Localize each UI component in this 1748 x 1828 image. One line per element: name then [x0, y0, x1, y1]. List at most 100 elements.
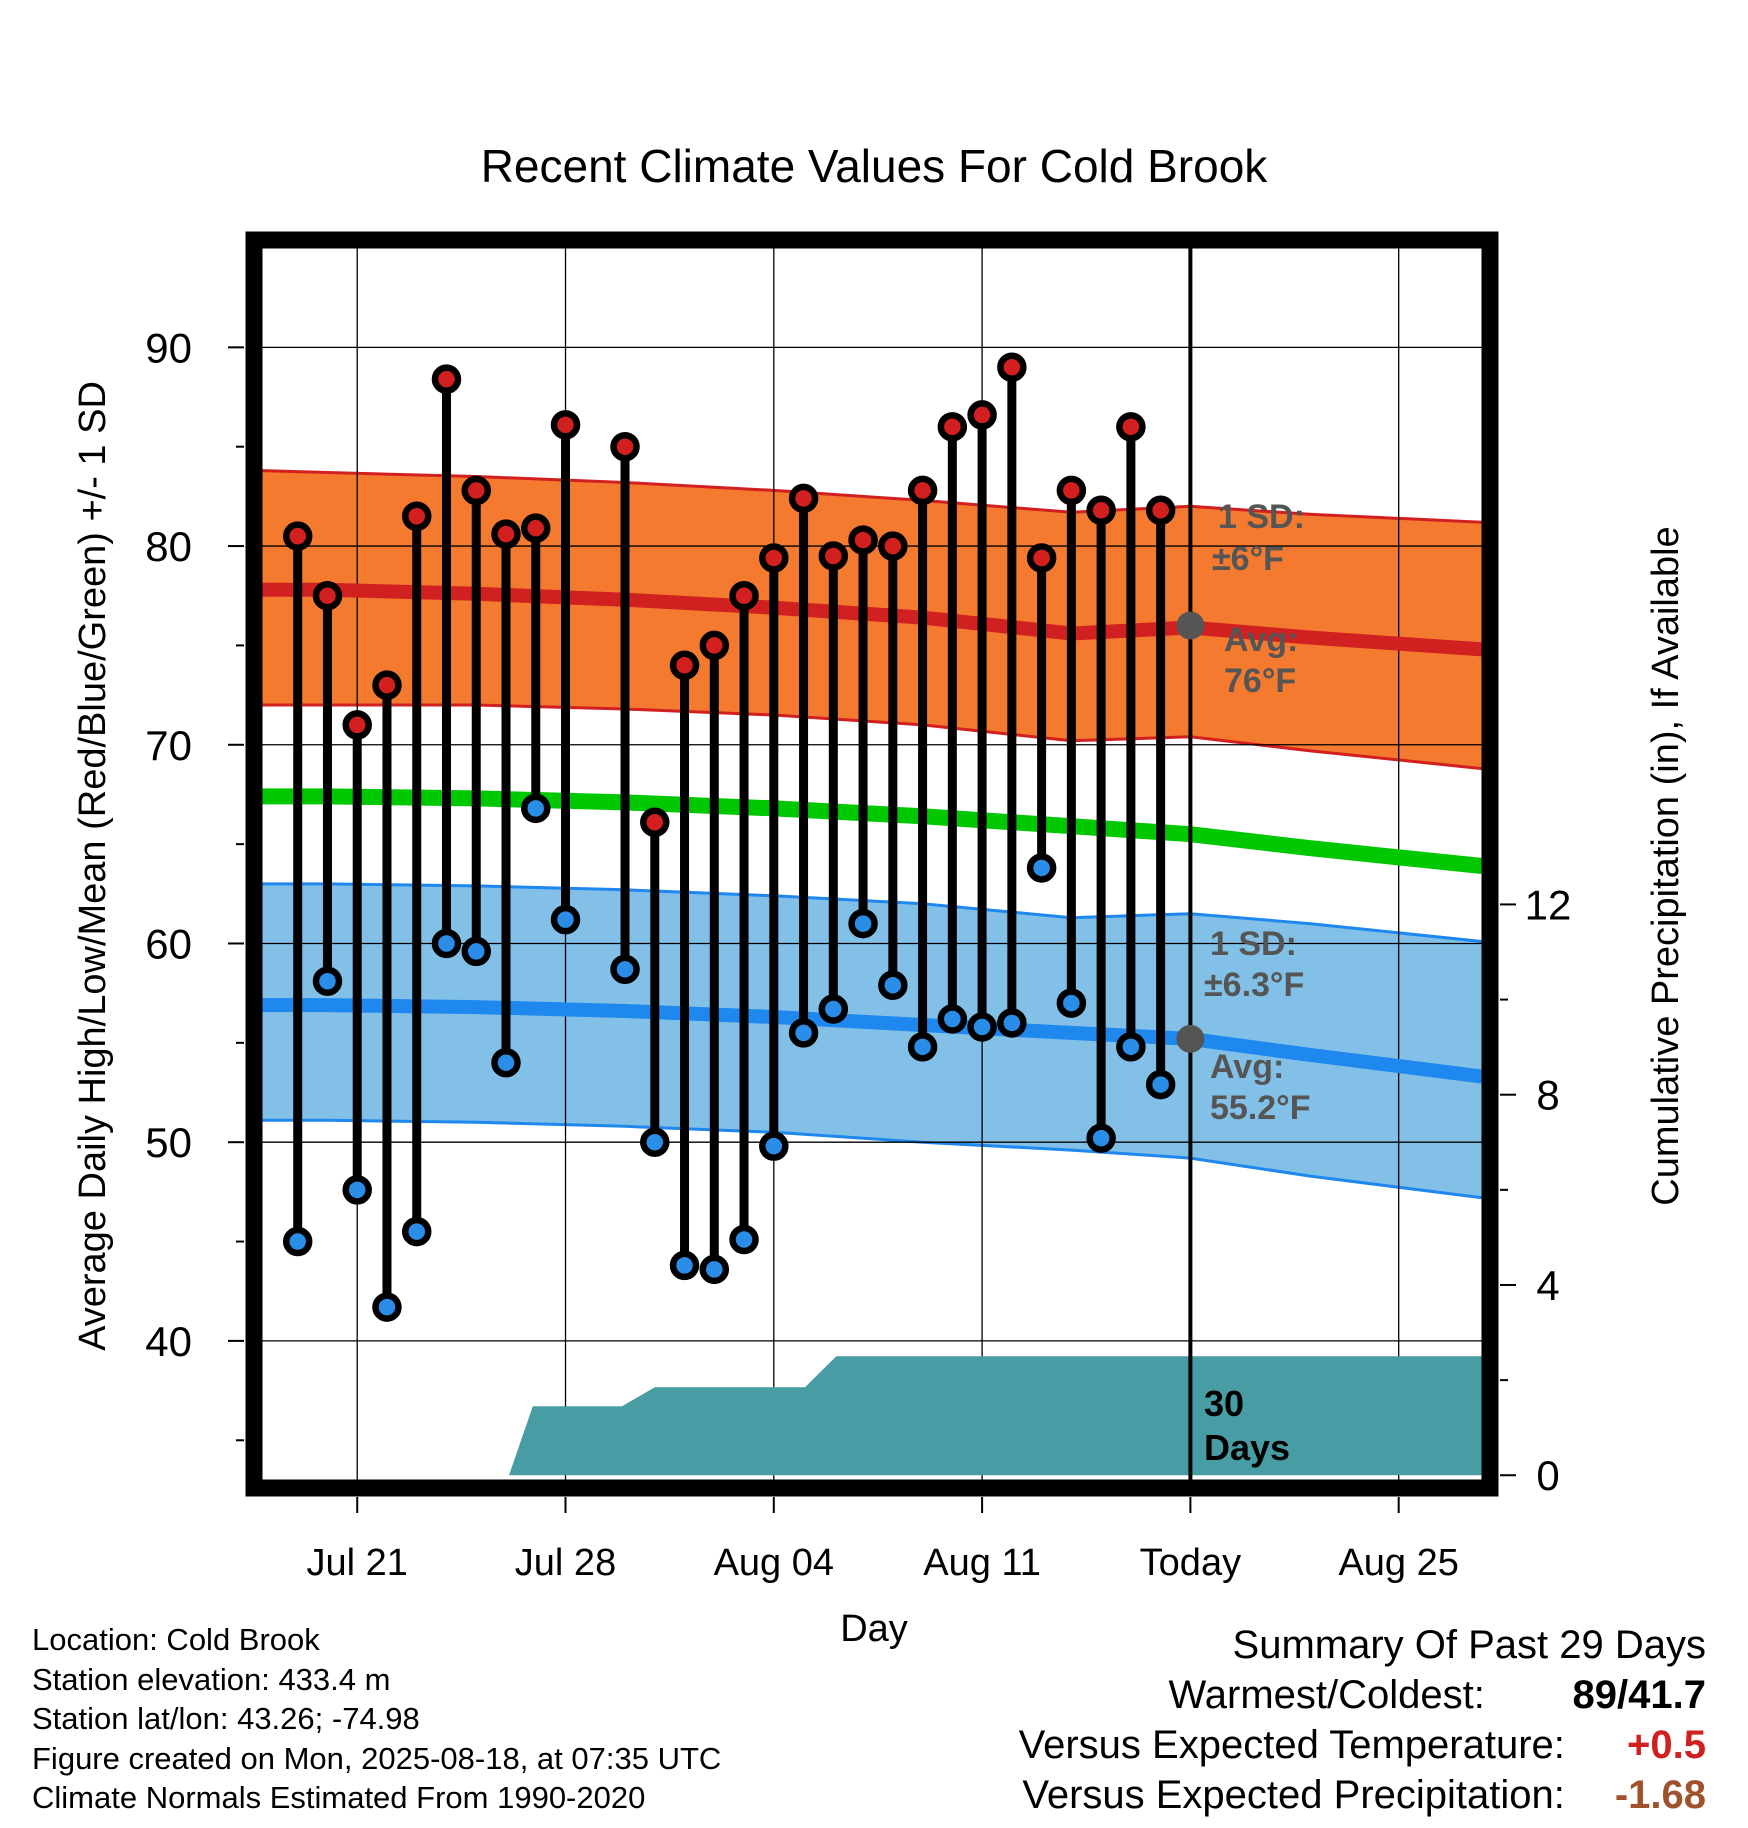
axes: 40 50 60 70 80 90 0 4 8 12 Jul 21 Jul 28 Aug 04 Aug 1…	[145, 231, 1572, 1584]
observed-high-point	[818, 541, 849, 571]
observed-high-point	[372, 670, 402, 700]
summary-precip-row: Versus Expected Precipitation: -1.68	[1019, 1770, 1706, 1820]
high-band-lower-edge	[262, 703, 1483, 771]
temp-versus-label: Versus Expected Temperature:	[1018, 1723, 1565, 1767]
y2-tick-label: 12	[1525, 881, 1572, 928]
observed-low-point	[1116, 1032, 1146, 1062]
observed-high-point	[1056, 475, 1087, 506]
annotations: 1 SD: ±6°F Avg: 76°F 1 SD: ±6.3°F Avg: 5…	[1204, 498, 1311, 1468]
observed-low-point	[282, 1226, 313, 1257]
cumulative-precip-area	[509, 1356, 1482, 1476]
y2-tick-label: 0	[1536, 1452, 1559, 1499]
observed-low-point	[907, 1032, 938, 1062]
observed-high-point	[550, 410, 581, 440]
observed-high-point	[640, 807, 670, 838]
elevation-text: Station elevation: 433.4 m	[32, 1661, 391, 1697]
observed-high-point	[401, 501, 432, 532]
today-low-avg-marker	[1176, 1024, 1205, 1053]
low-band-lower-edge	[262, 1118, 1483, 1200]
observed-high-point	[967, 400, 997, 430]
observed-high-point	[342, 710, 372, 740]
observed-high-point	[312, 580, 343, 611]
low-avg-label: Avg:	[1210, 1048, 1284, 1086]
observed-low-point	[1086, 1123, 1116, 1153]
high-sd-label: 1 SD:	[1218, 498, 1305, 536]
observed-low-point	[461, 936, 491, 967]
observed-high-point	[1026, 543, 1057, 573]
observed-low-point	[848, 908, 878, 939]
observed-high-point	[431, 364, 462, 394]
high-avg-label: Avg:	[1224, 621, 1298, 659]
x-axis-label: Day	[840, 1608, 908, 1650]
chart-title: Recent Climate Values For Cold Brook	[481, 140, 1269, 192]
observed-low-point	[967, 1012, 997, 1042]
latlon-text: Station lat/lon: 43.26; -74.98	[32, 1701, 420, 1736]
observed-high-point	[848, 525, 878, 555]
observed-high-point	[1086, 495, 1116, 526]
observed-high-point	[759, 543, 789, 573]
summary-temp-row: Versus Expected Temperature: +0.5	[1019, 1720, 1706, 1770]
observed-high-point	[521, 513, 551, 543]
normal-mean-line	[262, 788, 1483, 874]
today-high-avg-marker	[1176, 611, 1205, 640]
high-avg-value: 76°F	[1224, 662, 1296, 700]
created-text: Figure created on Mon, 2025-08-18, at 07…	[32, 1740, 722, 1776]
precipitation-area	[509, 1356, 1482, 1476]
x-tick-label: Jul 28	[515, 1542, 616, 1584]
x-tick-label: Today	[1140, 1542, 1241, 1584]
observed-low-point	[878, 970, 908, 1000]
y2-tick-label: 4	[1536, 1262, 1559, 1309]
y-tick-label: 40	[145, 1318, 192, 1365]
x-tick-label: Aug 11	[923, 1542, 1041, 1584]
observed-high-point	[878, 531, 908, 561]
observed-high-point	[907, 475, 938, 506]
observed-high-point	[729, 580, 759, 611]
y-tick-label: 60	[145, 920, 192, 967]
high-band-upper-edge	[261, 469, 1483, 524]
observed-low-point	[759, 1131, 789, 1161]
observed-high-point	[937, 412, 968, 442]
coldest-value: 41.7	[1628, 1673, 1706, 1717]
station-info: Location: Cold Brook Station elevation: …	[32, 1620, 721, 1818]
observed-low-point	[937, 1004, 968, 1034]
summary-warm-cold-row: Warmest/Coldest: 89/41.7	[1019, 1670, 1707, 1720]
warm-cold-slash: /	[1617, 1673, 1629, 1717]
observed-high-point	[669, 650, 700, 681]
summary-panel: Summary Of Past 29 Days Warmest/Coldest:…	[1019, 1620, 1706, 1820]
observed-low-point	[640, 1127, 670, 1157]
summary-heading: Summary Of Past 29 Days	[1232, 1623, 1706, 1667]
observed-low-point	[342, 1175, 372, 1205]
observed-low-point	[669, 1250, 700, 1281]
plot-frame	[245, 231, 1499, 1497]
precip-versus-label: Versus Expected Precipitation:	[1022, 1773, 1565, 1817]
observed-low-point	[431, 928, 462, 959]
observed-low-point	[818, 994, 849, 1024]
observed-temperatures	[282, 352, 1176, 1322]
x-tick-label: Aug 25	[1338, 1542, 1458, 1584]
precip-versus-value: -1.68	[1614, 1773, 1706, 1817]
low-band-upper-edge	[262, 882, 1483, 943]
y-tick-label: 70	[145, 722, 192, 769]
normal-low-avg-line	[262, 998, 1483, 1084]
y-tick-label: 50	[145, 1119, 192, 1166]
observed-low-point	[1026, 853, 1057, 883]
observed-low-point	[729, 1224, 759, 1255]
normals-text: Climate Normals Estimated From 1990-2020	[32, 1780, 646, 1815]
high-sd-value: ±6°F	[1212, 540, 1284, 578]
y-axis-label: Average Daily High/Low/Mean (Red/Blue/Gr…	[72, 381, 114, 1351]
x-tick-label: Aug 04	[714, 1542, 834, 1584]
observed-low-point	[372, 1292, 402, 1322]
observed-low-point	[788, 1018, 819, 1048]
observed-low-point	[521, 793, 551, 824]
observed-low-point	[1145, 1069, 1176, 1100]
observed-high-point	[1116, 412, 1146, 442]
observed-low-point	[550, 904, 581, 935]
y-tick-label: 80	[145, 523, 192, 570]
low-sd-value: ±6.3°F	[1204, 966, 1304, 1004]
observed-high-point	[491, 519, 521, 549]
observed-low-point	[401, 1216, 432, 1247]
observed-low-point	[312, 966, 343, 996]
location-text: Location: Cold Brook	[32, 1622, 320, 1657]
low-sd-band	[262, 883, 1482, 1198]
